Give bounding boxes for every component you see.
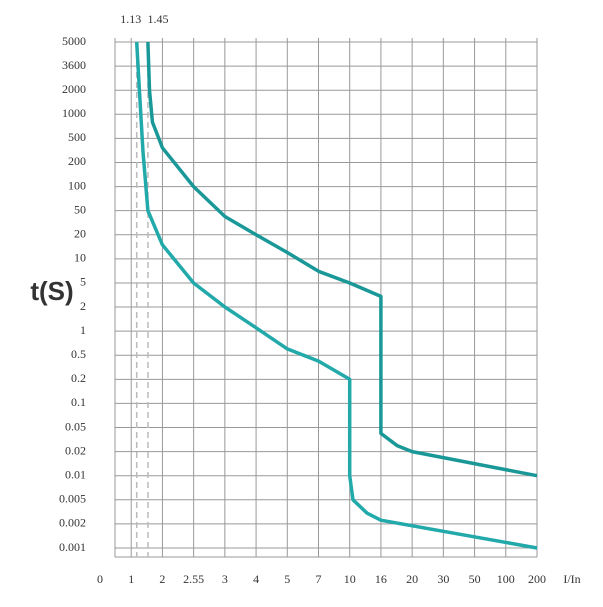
x-tick-label: 2.55: [183, 572, 204, 586]
x-tick-label: 200: [528, 572, 546, 586]
x-tick-label: 16: [375, 572, 387, 586]
y-tick-label: 0.2: [71, 371, 86, 385]
y-tick-label: 0.001: [59, 540, 86, 554]
y-tick-label: 1: [80, 323, 86, 337]
reference-label: 1.13: [120, 12, 141, 26]
y-tick-label: 0.05: [65, 419, 86, 433]
x-tick-label: 20: [406, 572, 418, 586]
x-tick-label: 3: [222, 572, 228, 586]
y-tick-label: 200: [68, 154, 86, 168]
x-tick-label: 4: [253, 572, 259, 586]
curve: [146, 41, 538, 478]
y-tick-label: 500: [68, 130, 86, 144]
y-tick-label: 5: [80, 275, 86, 289]
y-tick-label: 0.01: [65, 467, 86, 481]
y-axis-title: t(S): [30, 276, 73, 306]
x-axis-title: I/In: [563, 572, 580, 586]
y-tick-label: 2000: [62, 82, 86, 96]
y-tick-label: 0.005: [59, 492, 86, 506]
x-tick-label: 5: [284, 572, 290, 586]
x-tick-label: 50: [469, 572, 481, 586]
y-tick-label: 0.02: [65, 443, 86, 457]
x-tick-label: 1: [128, 572, 134, 586]
x-tick-label: 10: [344, 572, 356, 586]
y-tick-label: 5000: [62, 34, 86, 48]
x-tick-label: 7: [316, 572, 322, 586]
reference-label: 1.45: [147, 12, 168, 26]
y-tick-label: 3600: [62, 58, 86, 72]
y-tick-label: 0.5: [71, 347, 86, 361]
y-tick-label: 10: [74, 251, 86, 265]
x-tick-label: 100: [497, 572, 515, 586]
y-tick-label: 50: [74, 202, 86, 216]
y-tick-label: 100: [68, 178, 86, 192]
y-tick-label: 0.002: [59, 516, 86, 530]
curve: [134, 41, 538, 550]
x-tick-label: 30: [437, 572, 449, 586]
y-tick-label: 0.1: [71, 395, 86, 409]
x-tick-label: 2: [159, 572, 165, 586]
y-tick-label: 2: [80, 299, 86, 313]
y-tick-label: 1000: [62, 106, 86, 120]
x-tick-label: 0: [97, 572, 103, 586]
y-tick-label: 20: [74, 227, 86, 241]
